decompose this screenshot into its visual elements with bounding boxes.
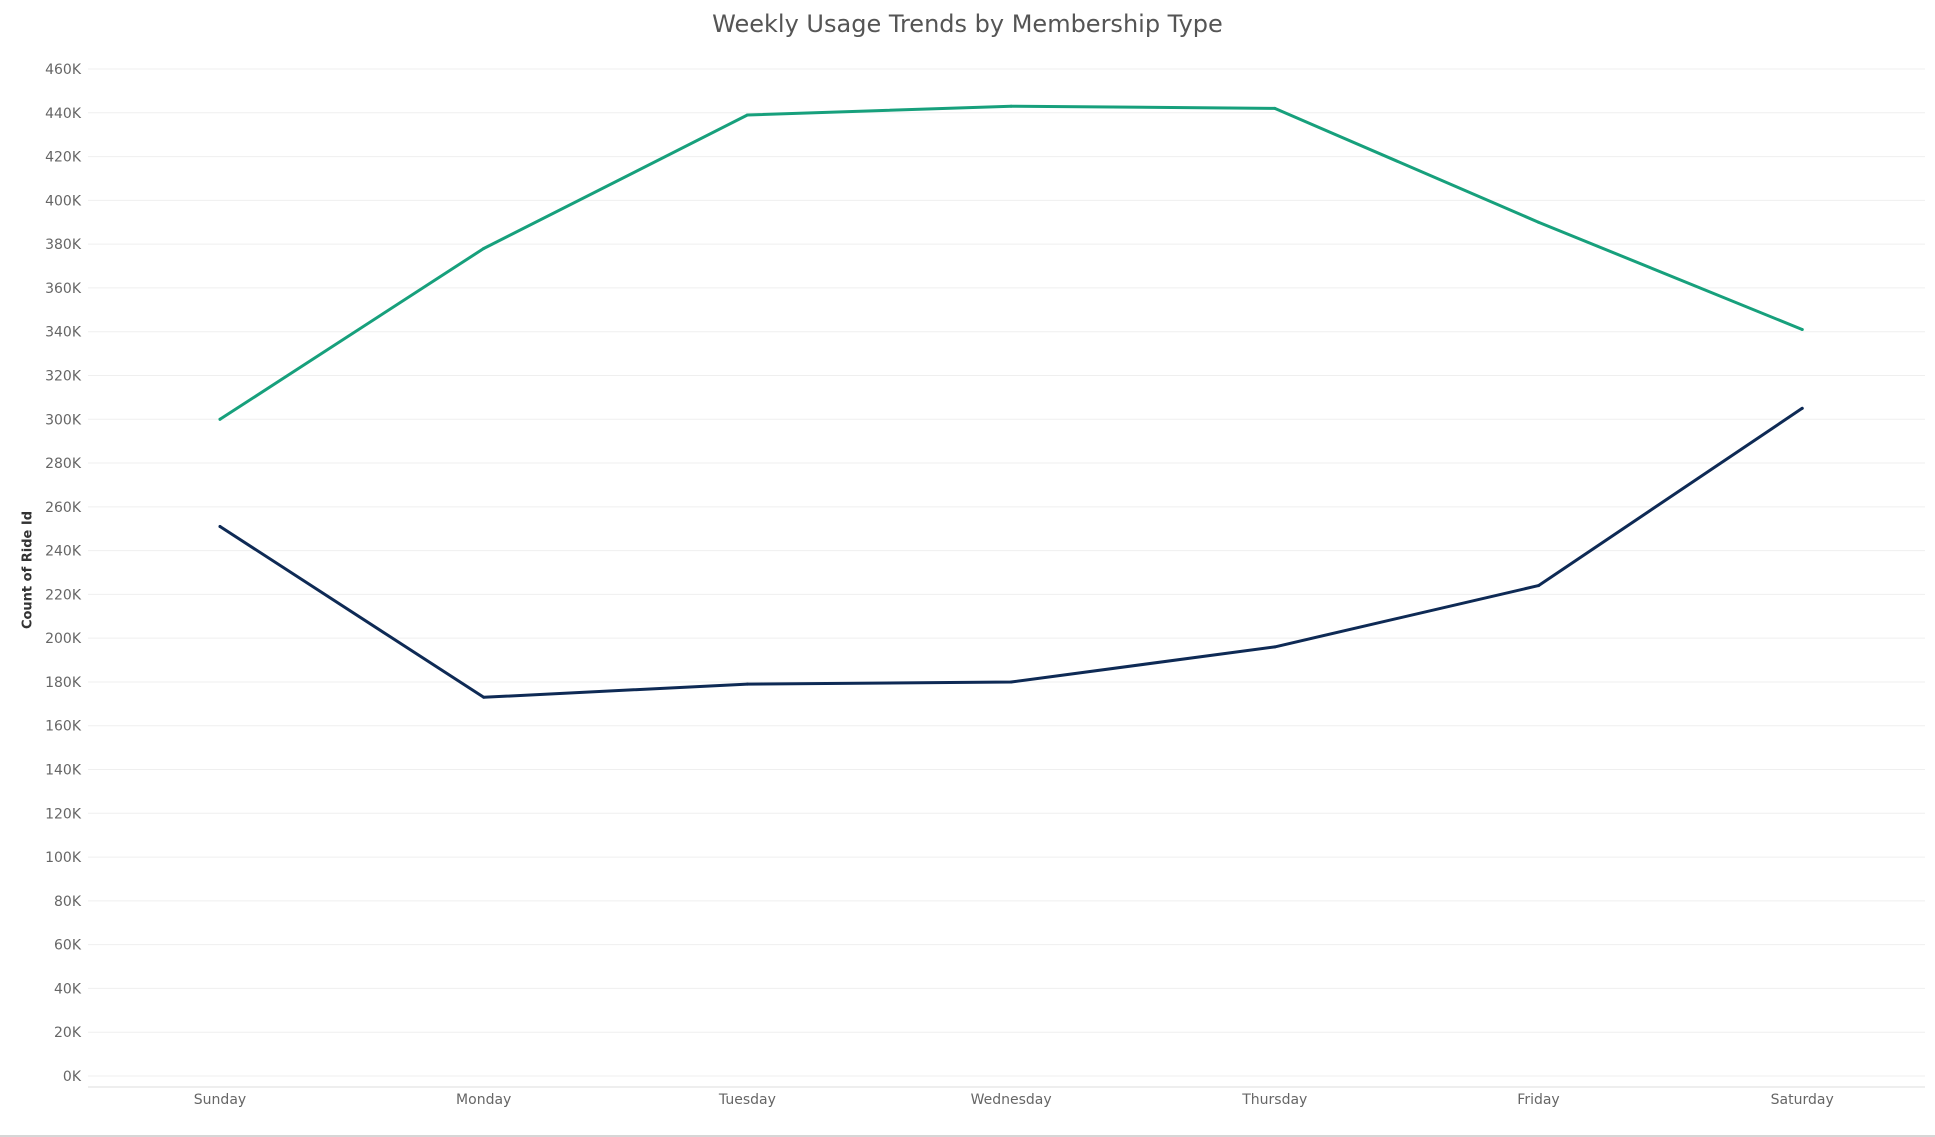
y-tick-label: 260K — [45, 500, 82, 516]
y-tick-label: 280K — [45, 456, 82, 472]
y-tick-label: 340K — [45, 325, 82, 341]
y-tick-label: 400K — [45, 193, 82, 209]
data-point[interactable] — [482, 247, 486, 251]
data-point[interactable] — [1273, 645, 1277, 649]
data-point[interactable] — [218, 417, 222, 421]
y-tick-label: 440K — [45, 106, 82, 122]
data-point[interactable] — [1273, 106, 1277, 110]
series-lines — [218, 104, 1804, 699]
data-point[interactable] — [1537, 584, 1540, 588]
bottom-border — [0, 1135, 1935, 1137]
chart-title: Weekly Usage Trends by Membership Type — [712, 10, 1223, 38]
series-line-1[interactable] — [218, 104, 1804, 421]
data-point[interactable] — [1800, 406, 1804, 410]
y-tick-label: 0K — [63, 1069, 82, 1085]
y-tick-label: 420K — [45, 150, 82, 166]
data-point[interactable] — [1009, 104, 1013, 108]
y-tick-label: 200K — [45, 631, 82, 647]
y-tick-label: 360K — [45, 281, 82, 297]
x-tick-label: Monday — [456, 1092, 511, 1108]
y-tick-label: 100K — [45, 850, 82, 866]
series-line-2[interactable] — [218, 406, 1804, 699]
y-tick-label: 140K — [45, 763, 82, 779]
y-axis: 0K 20K 40K 60K 80K 100K 120K 140K 160K 180K 200K 22… — [45, 62, 82, 1085]
y-tick-label: 80K — [54, 894, 82, 910]
y-tick-label: 240K — [45, 544, 82, 560]
data-point[interactable] — [482, 695, 486, 699]
grid-lines — [88, 68, 1925, 1077]
data-point[interactable] — [1800, 328, 1804, 332]
y-tick-label: 320K — [45, 368, 82, 384]
x-tick-label: Thursday — [1241, 1092, 1307, 1108]
data-point[interactable] — [218, 525, 222, 529]
y-tick-label: 120K — [45, 806, 82, 822]
y-tick-label: 460K — [45, 62, 82, 78]
data-point[interactable] — [1537, 220, 1540, 224]
y-tick-label: 180K — [45, 675, 82, 691]
x-tick-label: Sunday — [194, 1092, 246, 1108]
y-tick-label: 20K — [54, 1025, 82, 1041]
x-tick-label: Wednesday — [971, 1092, 1052, 1108]
data-point[interactable] — [745, 113, 749, 117]
x-tick-label: Saturday — [1771, 1092, 1834, 1108]
y-tick-label: 380K — [45, 237, 82, 253]
x-tick-label: Friday — [1517, 1092, 1559, 1108]
y-tick-label: 60K — [54, 938, 82, 954]
y-tick-label: 220K — [45, 587, 82, 603]
x-axis: Sunday Monday Tuesday Wednesday Thursday Frid… — [88, 1086, 1925, 1108]
x-tick-label: Tuesday — [718, 1092, 776, 1108]
data-point[interactable] — [745, 682, 749, 686]
y-tick-label: 300K — [45, 412, 82, 428]
y-tick-label: 160K — [45, 719, 82, 735]
data-point[interactable] — [1009, 680, 1013, 684]
y-tick-label: 40K — [54, 981, 82, 997]
